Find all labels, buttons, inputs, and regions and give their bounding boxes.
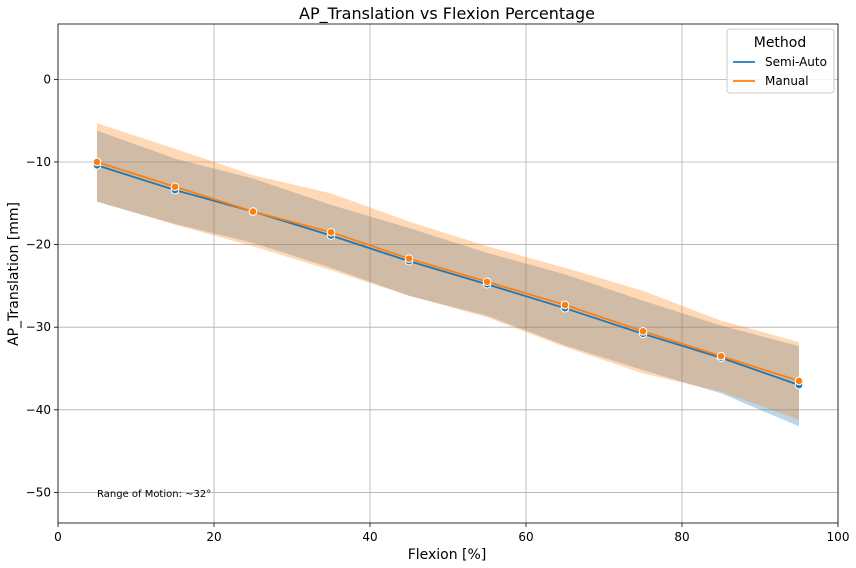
y-tick-label: −30 (26, 320, 51, 334)
data-point-manual (248, 207, 258, 216)
series-points (92, 157, 804, 390)
data-point-manual (560, 300, 570, 310)
confidence-bands (97, 123, 799, 427)
legend-title: Method (754, 35, 807, 51)
legend: Method Semi-Auto Manual (726, 28, 835, 94)
data-point-manual (404, 254, 414, 263)
legend-label-manual: Manual (765, 74, 809, 88)
x-tick-label: 60 (518, 530, 533, 544)
y-axis: 0 −10 −20 −30 −40 −50 (26, 72, 58, 499)
x-tick-label: 0 (54, 530, 62, 544)
data-point-manual (638, 327, 648, 336)
data-point-manual (482, 277, 492, 287)
y-axis-label: AP_Translation [mm] (6, 202, 22, 346)
x-axis-label: Flexion [%] (408, 547, 487, 563)
data-point-manual (716, 351, 726, 361)
y-tick-label: −50 (26, 485, 51, 499)
x-axis: 0 20 40 60 80 100 (54, 523, 849, 544)
data-point-manual (170, 182, 180, 192)
legend-box (726, 28, 835, 94)
range-of-motion-annotation: Range of Motion: ~32° (97, 489, 211, 500)
data-point-manual (794, 376, 804, 386)
y-tick-label: −10 (26, 155, 51, 169)
x-tick-label: 40 (362, 530, 377, 544)
x-tick-label: 20 (206, 530, 221, 544)
y-tick-label: 0 (43, 72, 51, 86)
chart-title: AP_Translation vs Flexion Percentage (299, 4, 595, 24)
plot-frame (57, 23, 839, 524)
data-point-manual (92, 157, 102, 167)
legend-label-semi-auto: Semi-Auto (765, 55, 827, 69)
series-line-manual (96, 161, 800, 382)
x-tick-label: 100 (827, 530, 850, 544)
data-point-manual (326, 227, 336, 237)
ci-band-manual (97, 123, 799, 420)
y-tick-label: −40 (26, 403, 51, 417)
grid (57, 24, 839, 523)
ci-band-semi-auto (97, 130, 799, 427)
y-tick-label: −20 (26, 238, 51, 252)
series-line-semi-auto (96, 164, 800, 386)
x-tick-label: 80 (674, 530, 689, 544)
series-lines (96, 161, 800, 386)
